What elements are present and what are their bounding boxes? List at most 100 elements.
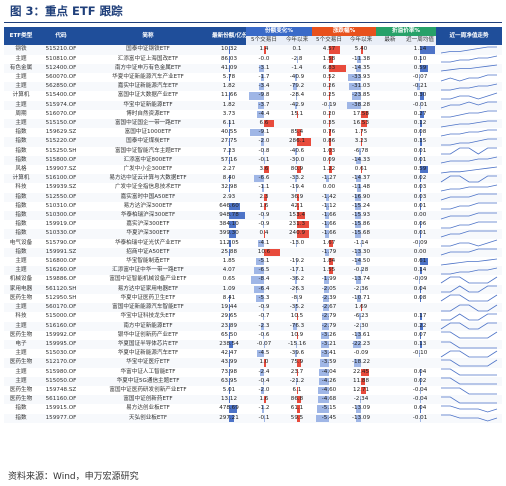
- trend-sparkline: [436, 303, 503, 313]
- latest-share-value: 32.98: [220, 184, 237, 191]
- table-row: 指数 159629.SZ 富国中证1000ETF 40.55 -9.1 85.4 0.76 1…: [4, 128, 502, 137]
- etf-type: 主题: [4, 303, 38, 313]
- etf-name: 嘉实富时中国A50ETF: [84, 192, 212, 202]
- discount-avg-bar: [420, 405, 421, 413]
- subheader-latest: 最新: [376, 36, 405, 46]
- discount-latest: [376, 55, 404, 64]
- share-change-5d-value: -1.2: [258, 405, 270, 412]
- share-change-5d: 0.4: [246, 229, 282, 239]
- share-change-ytd-bar: [297, 368, 299, 376]
- premium-5d-value: -3.26: [321, 331, 337, 338]
- discount-latest: [376, 100, 405, 110]
- premium-ytd-value: -6.23: [353, 313, 369, 320]
- latest-share-bar: [229, 156, 230, 165]
- discount-latest: [376, 220, 404, 229]
- premium-ytd-bar: [355, 331, 362, 339]
- trend-sparkline: [436, 266, 503, 276]
- premium-5d: 0.35: [312, 119, 347, 129]
- premium-5d-bar: [321, 340, 330, 349]
- latest-share-value: 2.93: [222, 193, 236, 200]
- latest-share: 6.11: [212, 119, 246, 129]
- share-change-5d-value: -0.4: [258, 377, 270, 384]
- discount-latest: [376, 137, 405, 147]
- latest-share-value: 7.23: [222, 147, 236, 154]
- share-change-5d: -1.1: [246, 183, 282, 192]
- share-change-ytd-bar: [295, 304, 298, 312]
- premium-5d-bar: [322, 322, 330, 330]
- etf-type: 主题: [4, 119, 38, 129]
- sparkline-path: [441, 331, 498, 339]
- latest-share-value: 8.40: [222, 175, 236, 182]
- premium-ytd-value: 22.45: [353, 368, 370, 375]
- premium-ytd-value: 17.58: [353, 110, 370, 117]
- share-change-5d-bar: [254, 175, 264, 183]
- premium-ytd-value: -15.24: [352, 202, 371, 209]
- latest-share: 41.09: [212, 63, 246, 74]
- share-change-5d-bar: [261, 74, 264, 82]
- latest-share: 112.05: [212, 239, 246, 248]
- etf-type: 指数: [4, 192, 38, 202]
- share-change-5d: -4.1: [246, 239, 282, 248]
- sparkline-path: [441, 304, 498, 312]
- etf-code: 159995.OF: [38, 339, 84, 350]
- premium-5d-value: 4.57: [322, 46, 336, 53]
- discount-avg: 0.27: [404, 110, 436, 119]
- premium-5d-bar: [326, 202, 330, 211]
- latest-share-bar: [229, 202, 240, 211]
- premium-ytd-value: 5.40: [354, 46, 368, 53]
- latest-share-value: 27.75: [220, 138, 237, 145]
- latest-share-bar: [229, 64, 230, 72]
- discount-latest: [376, 376, 405, 386]
- premium-ytd: -16.90: [346, 192, 377, 202]
- latest-share: 384.10: [212, 220, 246, 229]
- premium-ytd-bar: [352, 92, 362, 100]
- etf-name: 富国中证智能汽车主题ETF: [114, 147, 182, 154]
- premium-5d-bar: [316, 405, 330, 413]
- sparkline-path: [440, 129, 498, 137]
- premium-ytd-bar: [356, 414, 362, 422]
- share-change-ytd-value: 86.8: [290, 396, 304, 403]
- etf-name: 天弘创业板ETF: [84, 413, 212, 423]
- trend-sparkline: [436, 155, 503, 166]
- etf-name: 易方达中证家用电器ETF: [84, 284, 212, 294]
- share-change-5d-bar: [249, 92, 264, 100]
- trend-sparkline: [436, 63, 503, 74]
- share-change-5d: -6.4: [246, 284, 282, 294]
- latest-share-value: 1.09: [222, 285, 236, 292]
- latest-share: 8.41: [212, 294, 246, 303]
- sparkline-path: [440, 184, 498, 192]
- latest-share-bar: [229, 405, 238, 413]
- premium-5d-value: 1.22: [322, 166, 336, 173]
- discount-avg-value: 0.17: [413, 313, 427, 320]
- etf-type: 医药生物: [4, 395, 38, 405]
- share-change-ytd-value: -33.2: [289, 175, 305, 182]
- latest-share: 948.78: [212, 211, 246, 221]
- premium-5d-value: -4.04: [321, 368, 337, 375]
- premium-ytd: -11.48: [346, 183, 376, 192]
- etf-code: 515050.OF: [38, 376, 84, 386]
- table-row: 主题 515050.OF 华夏中证5G通信主题ETF 63.95 -0.4 -21.2 -4…: [4, 376, 503, 386]
- etf-code: 510330.OF: [38, 229, 84, 239]
- premium-5d-value: -1.27: [321, 175, 337, 182]
- discount-avg: 0.30: [404, 91, 436, 100]
- premium-ytd: -15.86: [346, 220, 376, 229]
- premium-ytd-value: 12.71: [353, 386, 370, 393]
- premium-5d: -5.45: [312, 413, 347, 423]
- share-change-ytd-value: -17.1: [289, 267, 305, 274]
- latest-share: 478.69: [212, 404, 246, 413]
- latest-share-value: 65.50: [220, 331, 237, 338]
- share-change-5d: -6.5: [246, 266, 282, 276]
- premium-ytd-value: -13.61: [352, 331, 371, 338]
- table-row: 主题 562850.OF 嘉实中证新能源汽车ETF 1.82 -3.4 -79.2 0.26…: [4, 82, 503, 92]
- share-change-ytd: [282, 247, 313, 258]
- discount-avg-bar: [420, 92, 425, 100]
- table-row: 计算机 515400.OF 富国中证大数据产业ETF 11.66 -9.8 -28.4 0.…: [4, 91, 502, 100]
- premium-5d: 0.52: [312, 73, 346, 82]
- premium-5d-value: -1.42: [321, 193, 337, 200]
- etf-type: 主题: [15, 350, 27, 357]
- share-change-ytd: -40.9: [282, 73, 312, 82]
- etf-type: 指数: [15, 202, 27, 209]
- premium-5d-bar: [329, 138, 332, 146]
- discount-avg: 0.17: [404, 312, 436, 321]
- etf-type: 指数: [4, 211, 38, 221]
